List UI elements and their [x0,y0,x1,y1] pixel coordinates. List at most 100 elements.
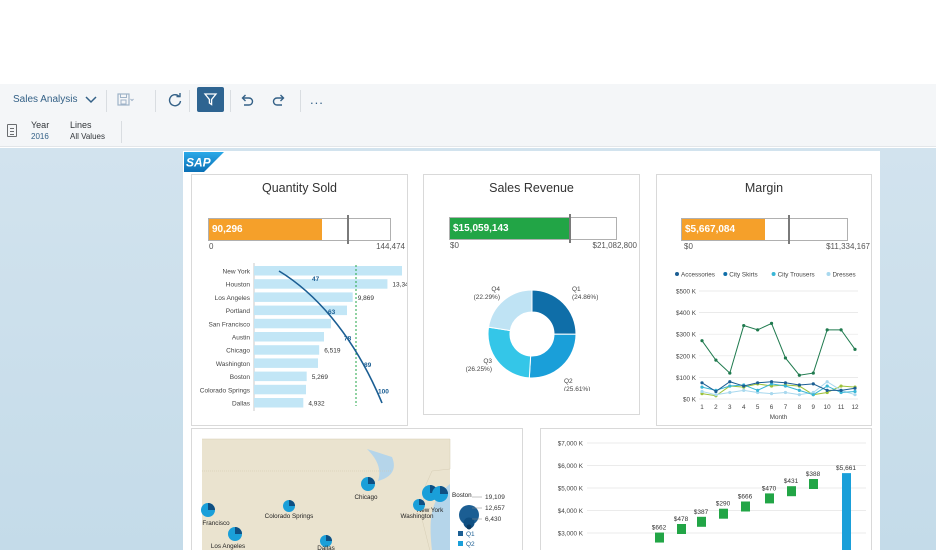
bar [254,345,320,355]
filter-bar [0,117,936,147]
legend-label: City Trousers [778,272,815,279]
quantity-bullet-bar: 90,296 [208,215,391,244]
x-tick-label: 9 [812,404,816,411]
kpi-value: $5,667,084 [685,224,736,235]
series-point [825,328,829,332]
series-point [853,386,857,390]
data-label: $470 [762,485,777,492]
bullet-target-marker [568,214,571,243]
data-label: 9,869 [358,295,375,302]
kpi-value: 90,296 [212,224,243,235]
axis-max-label: $11,334,167 [826,242,870,251]
series-point [756,328,760,332]
line-label: 47 [312,276,320,283]
sales-map[interactable]: Chicago Colorado Springs Francisco New York… [192,429,522,550]
data-label: $5,661 [836,465,856,472]
waterfall-bar [741,501,750,512]
series-point [853,347,857,351]
filter-toggle-button[interactable] [197,87,224,112]
more-icon[interactable]: ... [310,92,324,107]
waterfall-bar [655,532,664,543]
bubble-legend-label: 6,430 [485,516,502,523]
toolbar-separator [189,90,190,112]
legend-label: Q2 [466,541,475,548]
city-bubble-slice [440,486,448,494]
quantity-sold-card[interactable]: Quantity Sold 90,296 0 144,474 New York H… [191,174,408,426]
y-tick-label: $5,000 K [558,486,584,493]
line-label: 100 [378,388,389,395]
series-point [700,339,704,343]
redo-icon[interactable] [270,91,288,109]
series-point [797,388,801,392]
series-point [728,371,732,375]
city-bubble-slice [208,503,215,510]
x-axis-label: Month [770,414,788,421]
filter-label-year[interactable]: Year [31,120,50,130]
series-point [797,383,801,387]
refresh-icon[interactable] [166,91,184,109]
city-bubble-slice [289,500,295,506]
revenue-by-quarter-donut[interactable]: Q1(24.86%) Q2(25.61%) Q3(26.25%) Q4(22.29%) [424,271,639,391]
slice-label: Q2 [564,378,573,385]
filter-value-lines[interactable]: All Values [70,132,105,141]
margin-by-month-line-chart[interactable]: Accessories City Skirts City Trousers Dress… [657,265,871,423]
margin-card[interactable]: Margin $5,667,084 $0 $11,334,167 Accesso… [656,174,872,426]
line-label: 63 [328,309,336,316]
donut-slice [487,289,533,332]
chevron-down-icon[interactable] [84,94,98,106]
series-point [797,373,801,377]
category-label: Boston [230,374,251,381]
series-point [811,393,815,397]
card-title: Quantity Sold [261,181,338,195]
axis-max-label: $21,082,800 [592,241,638,250]
axis-min-label: $0 [684,242,693,251]
legend-label: City Skirts [729,272,757,279]
bar [254,279,388,289]
city-label: Boston [452,492,472,499]
donut-slice [487,326,532,379]
quantity-by-city-chart[interactable]: New York Houston 13,342 Los Angeles 9,869 Por… [192,261,407,411]
bar [254,398,304,408]
great-lakes [367,449,394,481]
cumulative-line [278,270,383,404]
x-tick-label: 7 [784,404,788,411]
y-tick-label: $100 K [676,375,697,382]
city-label: Dallas [317,545,335,550]
filter-list-icon[interactable] [7,124,17,137]
x-tick-label: 2 [714,404,718,411]
filter-value-year[interactable]: 2016 [31,132,49,141]
waterfall-card[interactable]: $7,000 K $6,000 K $5,000 K $4,000 K $3,000 K… [540,428,872,550]
x-tick-label: 3 [728,404,732,411]
save-icon[interactable] [116,91,134,109]
waterfall-bar [765,493,774,504]
waterfall-bar [697,516,706,527]
line-label: 78 [344,336,352,343]
series-point [714,389,718,394]
category-label: Colorado Springs [200,387,251,394]
x-tick-label: 12 [851,404,859,411]
sales-revenue-card[interactable]: Sales Revenue $15,059,143 $0 $21,082,800… [423,174,640,415]
undo-icon[interactable] [238,91,256,109]
city-label: Francisco [202,520,230,527]
waterfall-bar [809,479,818,489]
axis-min-label: 0 [209,242,214,251]
map-card[interactable]: Chicago Colorado Springs Francisco New York… [191,428,523,550]
city-label: Los Angeles [211,543,245,550]
y-tick-label: $6,000 K [558,463,584,470]
category-label: Austin [232,335,250,342]
data-label: $666 [738,494,753,501]
series-point [728,390,732,395]
filter-label-lines[interactable]: Lines [70,120,92,130]
series-point [742,388,746,392]
slice-label: Q1 [572,286,581,293]
legend-marker [458,541,463,546]
data-label: 4,932 [308,401,325,408]
data-label: $662 [652,525,667,532]
bubble-legend-mid [463,517,475,529]
x-tick-label: 5 [756,404,760,411]
story-title[interactable]: Sales Analysis [13,94,78,105]
margin-bullet-bar: $5,667,084 [681,215,848,244]
waterfall-chart[interactable]: $7,000 K $6,000 K $5,000 K $4,000 K $3,000 K… [541,429,871,550]
data-label: $387 [694,509,709,516]
series-point [825,380,829,384]
